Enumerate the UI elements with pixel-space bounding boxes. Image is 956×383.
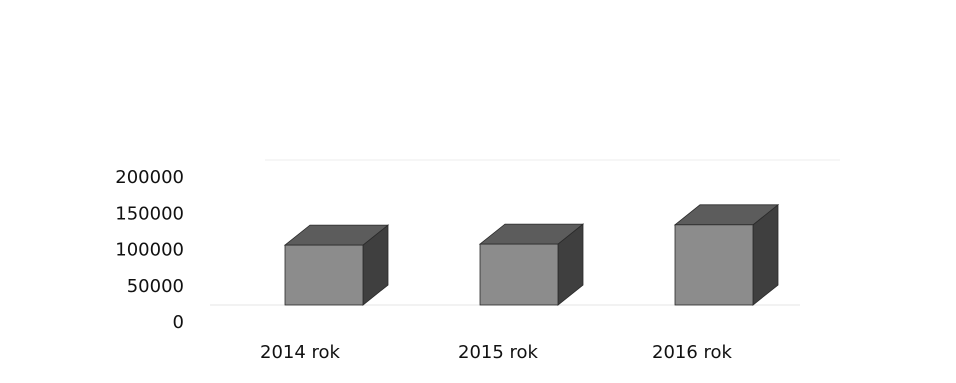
- x-category-label: 2016 rok: [652, 342, 733, 363]
- bar: [478, 223, 585, 306]
- y-tick-label: 100000: [115, 240, 184, 261]
- bars: [283, 203, 780, 306]
- bar-front-face: [479, 243, 559, 306]
- bar: [673, 203, 780, 306]
- x-category-label: 2015 rok: [458, 342, 539, 363]
- y-tick-label: 0: [173, 312, 184, 333]
- y-tick-label: 50000: [127, 276, 184, 297]
- x-category-label: 2014 rok: [260, 342, 341, 363]
- bar-front-face: [284, 244, 364, 306]
- y-tick-label: 150000: [115, 203, 184, 224]
- y-axis-ticks: 0 50000 100000 150000 200000: [115, 167, 184, 333]
- bar-front-face: [674, 224, 754, 306]
- y-tick-label: 200000: [115, 167, 184, 188]
- x-axis-labels: 2014 rok 2015 rok 2016 rok: [260, 342, 733, 363]
- bar: [283, 224, 390, 306]
